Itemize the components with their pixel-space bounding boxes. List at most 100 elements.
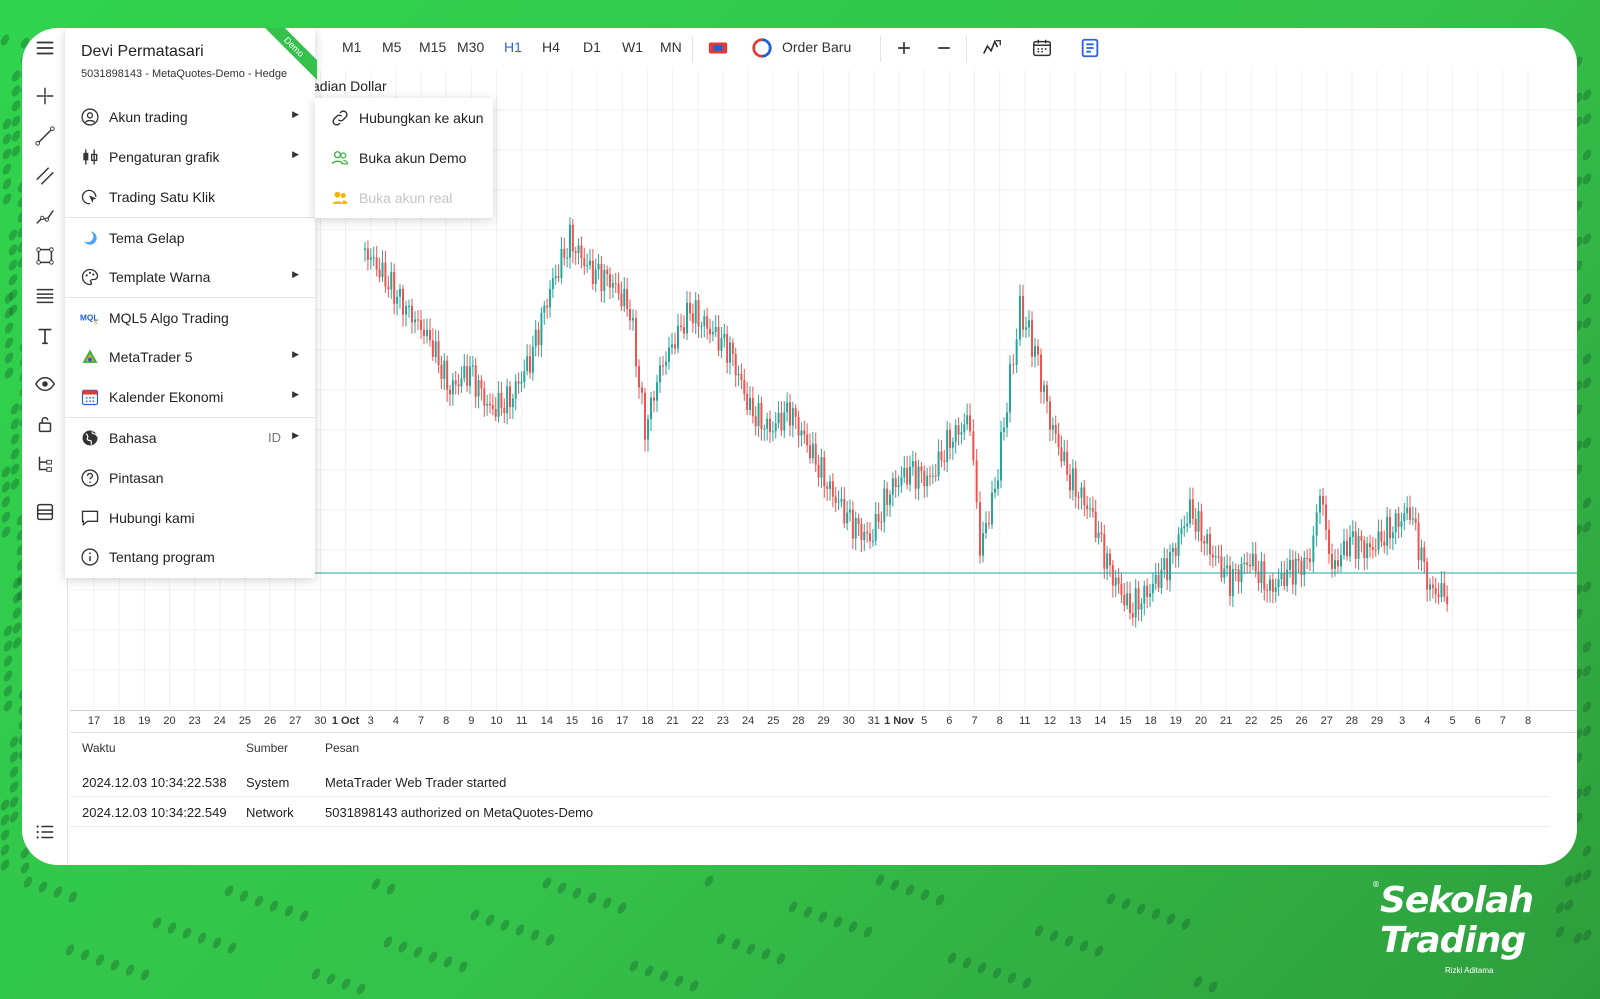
new-order-icon[interactable]	[750, 36, 774, 60]
candle-body	[771, 431, 774, 433]
candle-body	[526, 356, 529, 371]
menu-item-label: MQL5 Algo Trading	[109, 310, 229, 326]
candle-body	[589, 260, 591, 266]
menu-item-trading-account[interactable]: Akun trading ▶	[65, 97, 315, 137]
zoom-out-icon[interactable]	[932, 36, 956, 60]
candle-body	[1028, 320, 1030, 328]
menu-item-one-click-trading[interactable]: Trading Satu Klik	[65, 177, 315, 217]
chart-type-icon[interactable]	[706, 36, 730, 60]
candle-body	[1315, 512, 1318, 536]
shape-rectangle-icon[interactable]	[33, 244, 57, 268]
candle-body	[1357, 536, 1360, 559]
menu-item-mql5-algo-trading[interactable]: MQL 5 MQL5 Algo Trading	[65, 298, 315, 338]
candle-body	[583, 258, 586, 267]
log-row[interactable]: 2024.12.03 10:34:22.538 System MetaTrade…	[70, 767, 1550, 797]
toolbox-list-icon[interactable]	[33, 820, 57, 844]
candle-body	[1400, 521, 1403, 527]
candle-body	[923, 471, 926, 487]
log-row[interactable]: 2024.12.03 10:34:22.549 Network 50318981…	[70, 797, 1550, 827]
indicators-icon[interactable]	[980, 36, 1004, 60]
time-axis-label: 7	[971, 715, 978, 727]
timeframe-h4[interactable]: H4	[542, 39, 560, 55]
polyline-icon[interactable]	[33, 204, 57, 228]
timeframe-m1[interactable]: M1	[342, 39, 362, 55]
menu-item-color-template[interactable]: Template Warna ▶	[65, 257, 315, 297]
candle-body	[969, 415, 971, 432]
parallel-channel-icon[interactable]	[33, 164, 57, 188]
submenu-item-open-demo[interactable]: Buka akun Demo	[315, 138, 493, 178]
candle-body	[871, 540, 874, 542]
candle-body	[717, 327, 720, 351]
menu-item-contact-us[interactable]: Hubungi kami	[65, 498, 315, 538]
candle-body	[694, 300, 697, 324]
time-axis-label: 1 Oct	[331, 715, 360, 727]
candle-body	[1286, 569, 1289, 586]
calendar-toolbar-icon[interactable]	[1030, 36, 1054, 60]
time-axis-label: 28	[1345, 715, 1359, 727]
candle-body	[402, 289, 404, 315]
candle-body	[1197, 511, 1200, 532]
candle-body	[503, 407, 506, 414]
candle-body	[686, 302, 688, 334]
timeframe-m5[interactable]: M5	[382, 39, 402, 55]
candle-body	[680, 325, 682, 328]
candle-body	[411, 305, 413, 323]
candle-body	[1209, 534, 1211, 555]
timeframe-w1[interactable]: W1	[622, 39, 643, 55]
menu-item-shortcuts[interactable]: Pintasan	[65, 458, 315, 498]
menu-item-about[interactable]: Tentang program	[65, 537, 315, 577]
candle-body	[434, 341, 437, 357]
text-tool-icon[interactable]	[33, 324, 57, 348]
candle-body	[1137, 588, 1140, 610]
lock-icon[interactable]	[33, 412, 57, 436]
candle-body	[1271, 579, 1274, 592]
zoom-in-icon[interactable]	[892, 36, 916, 60]
submenu-item-open-real: Buka akun real	[315, 178, 493, 218]
candle-body	[1134, 588, 1137, 618]
candle-body	[650, 397, 652, 420]
trend-line-icon[interactable]	[33, 124, 57, 148]
candle-body	[803, 430, 806, 435]
candle-body	[1194, 518, 1197, 532]
menu-item-economic-calendar[interactable]: Kalender Ekonomi ▶	[65, 377, 315, 417]
crosshair-icon[interactable]	[33, 84, 57, 108]
new-order-button[interactable]: Order Baru	[782, 39, 852, 55]
candle-body	[549, 289, 551, 308]
demo-badge: Demo	[257, 28, 317, 84]
time-axis-label: 18	[1144, 715, 1157, 727]
candle-body	[1297, 558, 1300, 561]
menu-item-metatrader-5[interactable]: MetaTrader 5 ▶	[65, 337, 315, 377]
hamburger-menu-icon[interactable]	[33, 36, 57, 60]
candle-body	[900, 477, 903, 486]
menu-item-chart-settings[interactable]: Pengaturan grafik ▶	[65, 137, 315, 177]
candle-body	[1080, 487, 1083, 498]
candle-body	[1414, 518, 1417, 523]
candle-body	[837, 501, 840, 503]
eye-icon[interactable]	[33, 372, 57, 396]
submenu-item-connect-account[interactable]: Hubungkan ke akun	[315, 98, 493, 138]
candle-body	[817, 464, 820, 478]
menu-item-language[interactable]: Bahasa ID ▶	[65, 418, 315, 458]
brand-line-1: Sekolah	[1380, 880, 1534, 921]
candle-body	[423, 329, 425, 337]
time-axis-label: 28	[792, 715, 805, 727]
time-axis-label: 8	[996, 715, 1003, 727]
timeframe-mn[interactable]: MN	[660, 39, 682, 55]
candle-body	[1380, 531, 1383, 542]
journal-icon[interactable]	[1078, 36, 1102, 60]
timeframe-m15[interactable]: M15	[419, 39, 447, 55]
candle-body	[449, 389, 451, 395]
timeframe-h1[interactable]: H1	[504, 39, 522, 55]
menu-item-dark-theme[interactable]: Tema Gelap	[65, 218, 315, 258]
candle-body	[1328, 529, 1330, 554]
timeframe-m30[interactable]: M30	[457, 39, 485, 55]
candle-body	[591, 260, 594, 284]
depth-of-market-icon[interactable]	[33, 500, 57, 524]
candle-body	[405, 306, 407, 315]
candle-body	[457, 384, 460, 387]
candle-body	[1049, 401, 1051, 430]
timeframe-d1[interactable]: D1	[583, 39, 601, 55]
candle-body	[1283, 572, 1286, 586]
fibonacci-icon[interactable]	[33, 284, 57, 308]
object-tree-icon[interactable]	[33, 452, 57, 476]
